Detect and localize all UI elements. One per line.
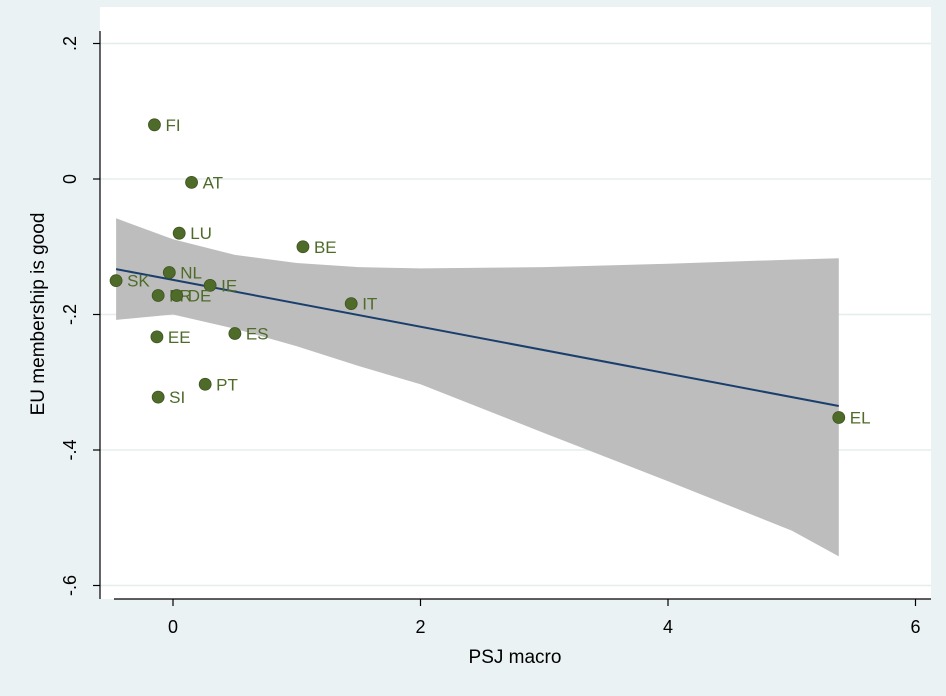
- data-point-es: [228, 327, 242, 340]
- data-point-fr: [151, 289, 165, 302]
- point-label-be: BE: [314, 238, 337, 257]
- point-label-sk: SK: [127, 272, 150, 291]
- data-point-at: [185, 175, 198, 189]
- x-tick-label: 4: [663, 617, 673, 637]
- point-label-lu: LU: [190, 224, 212, 243]
- y-tick-label: -.2: [60, 304, 80, 325]
- point-label-at: AT: [203, 173, 223, 192]
- data-point-ie: [203, 278, 217, 292]
- x-tick-label: 6: [910, 617, 920, 637]
- point-label-fi: FI: [165, 116, 180, 135]
- x-tick-label: 2: [415, 617, 425, 637]
- fit-layer: [115, 268, 839, 407]
- y-tick-label: .2: [60, 36, 80, 51]
- axis-layer: .2 0 -.2 -.4 -.6 0 2 4 6: [60, 31, 931, 637]
- fit-line: [115, 268, 839, 407]
- x-axis-title: PSJ macro: [469, 647, 562, 668]
- y-tick-label: -.6: [60, 575, 80, 596]
- data-point-sk: [109, 274, 123, 288]
- data-point-ee: [150, 330, 164, 344]
- point-label-es: ES: [246, 324, 269, 343]
- data-point-si: [151, 390, 165, 404]
- data-point-lu: [172, 226, 186, 240]
- point-label-si: SI: [169, 388, 185, 407]
- point-label-de: DE: [188, 287, 212, 306]
- data-point-be: [296, 240, 310, 254]
- point-label-it: IT: [362, 295, 377, 314]
- data-point-it: [344, 297, 358, 311]
- data-point-pt: [198, 377, 212, 391]
- point-label-pt: PT: [216, 375, 238, 394]
- point-label-nl: NL: [180, 263, 202, 282]
- data-point-de: [170, 289, 184, 302]
- y-axis-title: EU membership is good: [28, 213, 49, 416]
- data-point-fi: [148, 118, 161, 132]
- y-tick-label: -.4: [60, 439, 80, 460]
- data-point-el: [832, 411, 846, 424]
- data-point-nl: [162, 266, 176, 279]
- point-label-ie: IE: [221, 276, 237, 295]
- point-label-el: EL: [850, 408, 871, 427]
- point-label-ee: EE: [168, 328, 191, 347]
- x-tick-label: 0: [168, 617, 178, 637]
- point-layer: FIATLUBENLSKIEFRDEITESEEPTSIEL: [109, 116, 871, 427]
- y-tick-label: 0: [60, 174, 80, 184]
